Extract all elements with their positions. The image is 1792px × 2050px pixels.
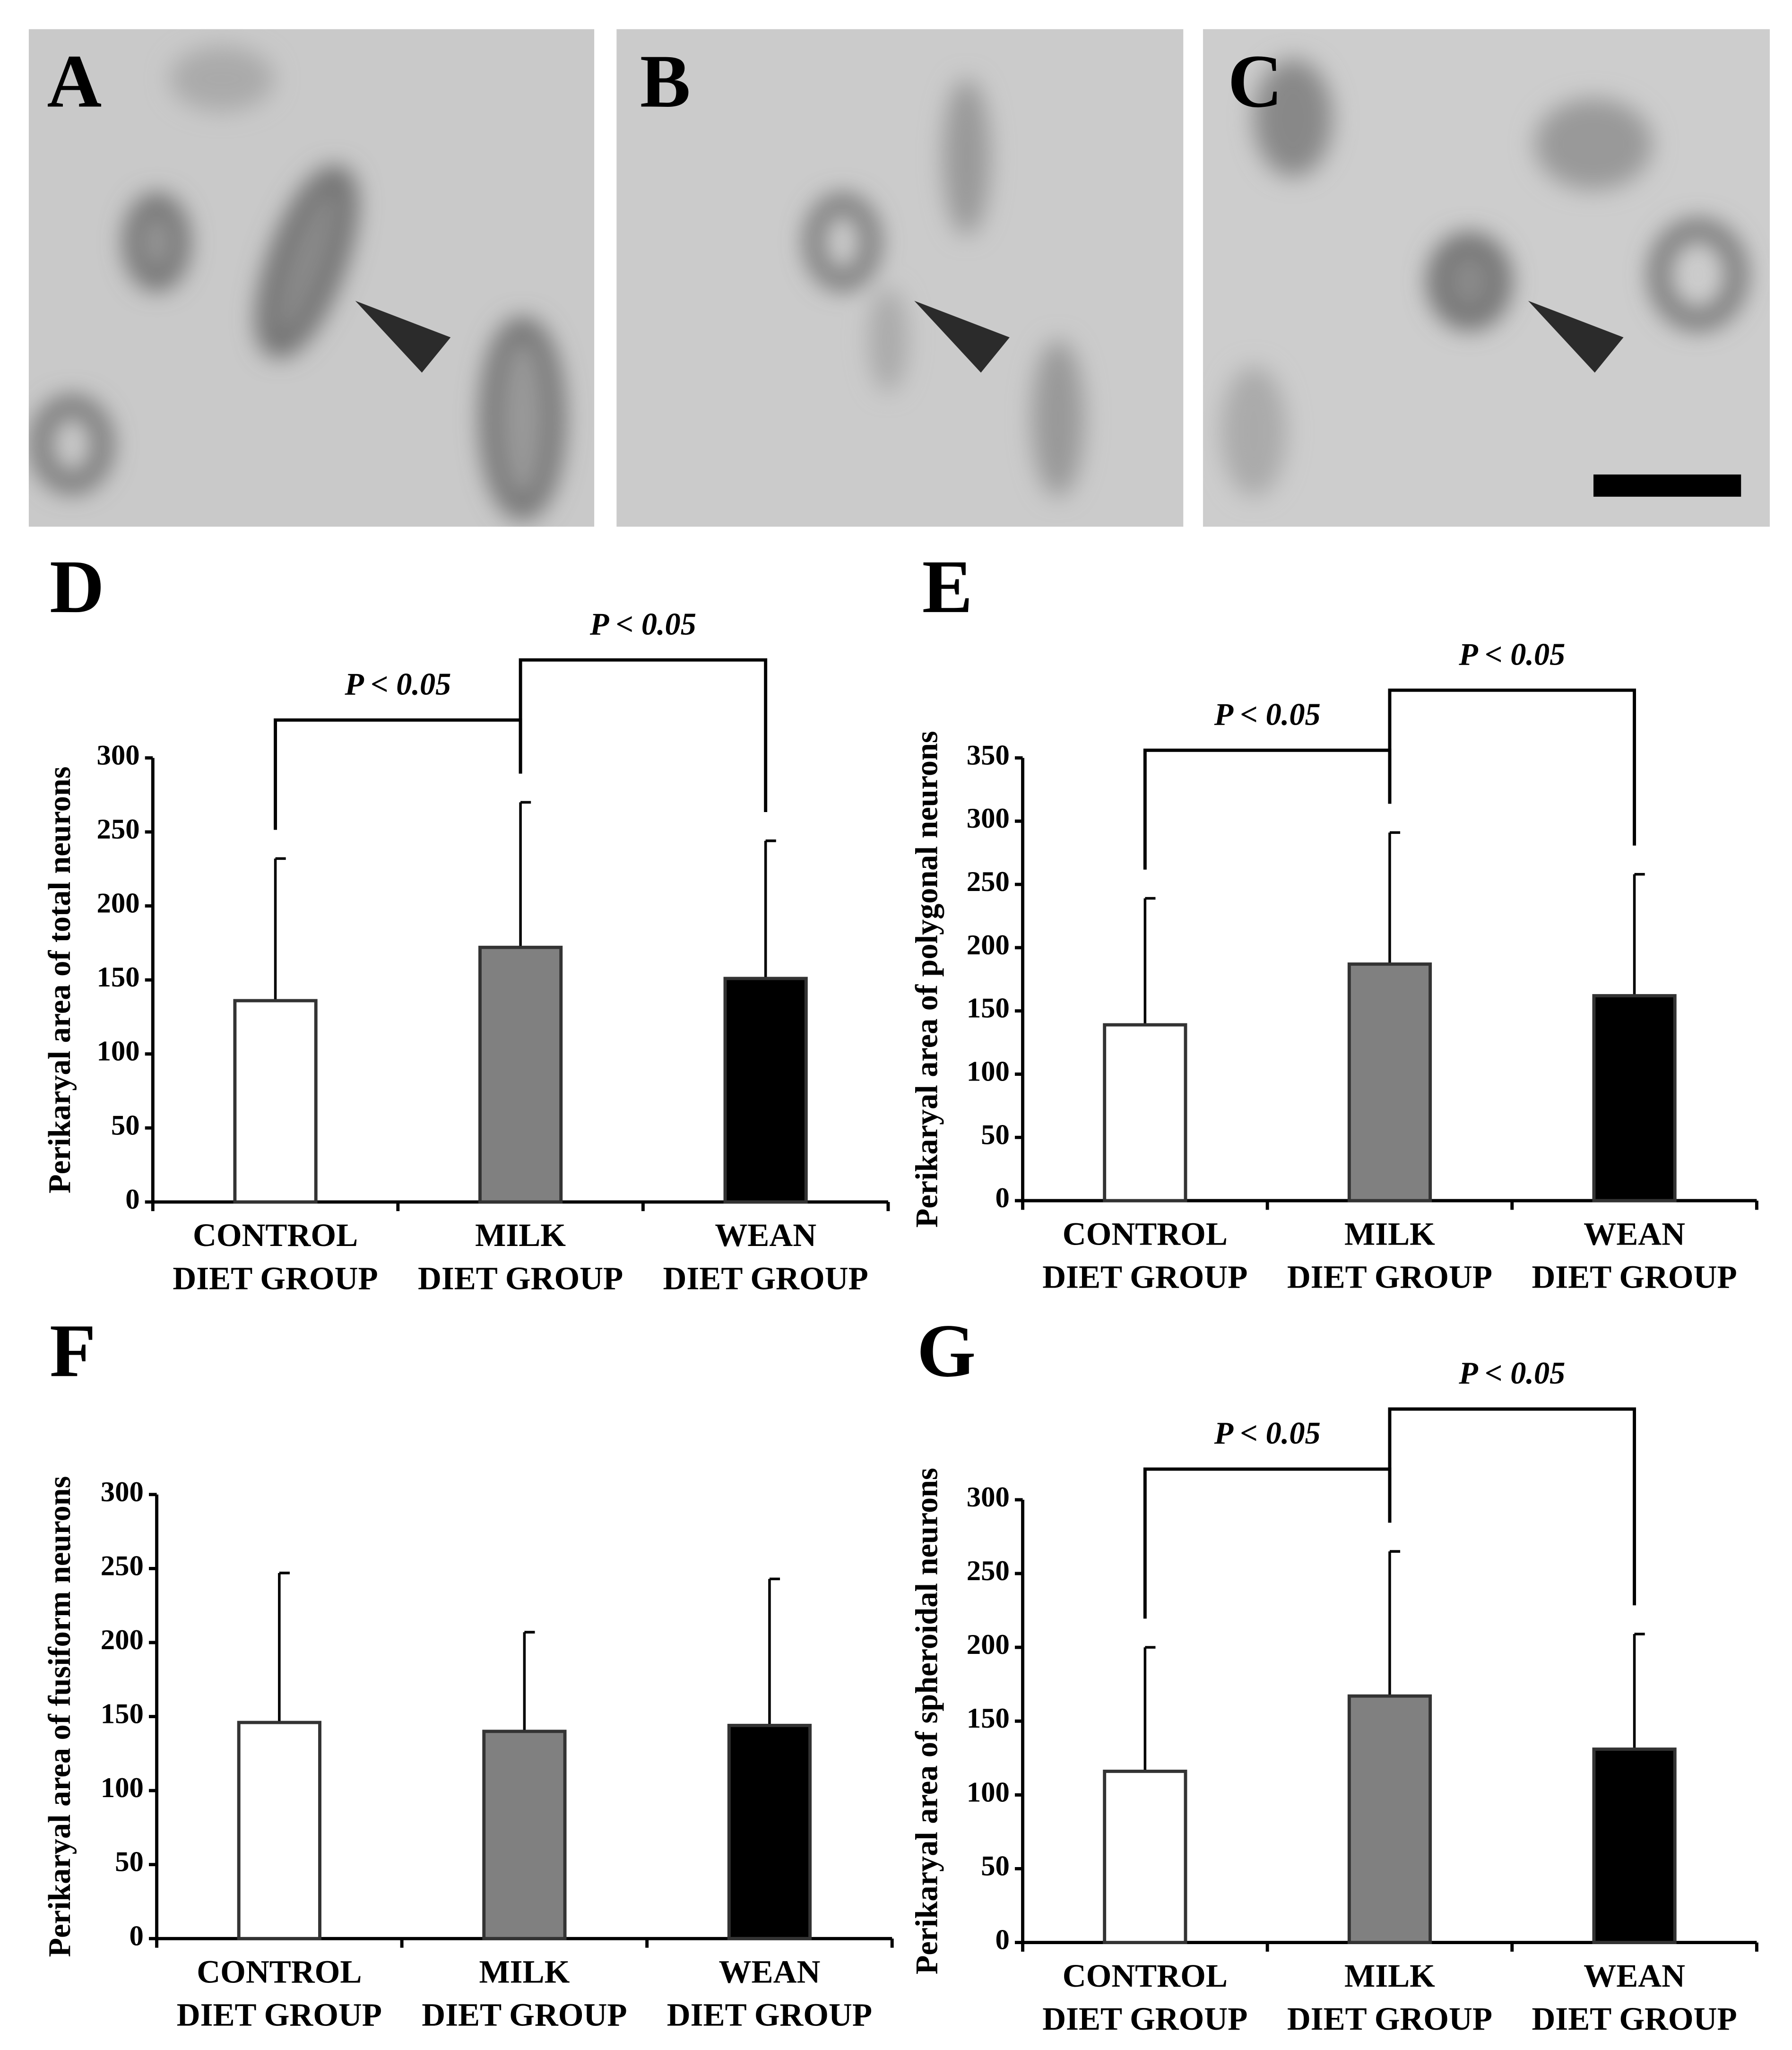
y-axis-label: Perikaryal area of spheroidal neurons — [910, 1468, 944, 1974]
y-tick-label: 300 — [967, 803, 1010, 834]
x-tick-label: MILK — [1344, 1957, 1435, 1994]
panel-label: A — [47, 39, 102, 123]
y-tick-label: 150 — [101, 1698, 144, 1730]
x-tick-label: DIET GROUP — [1532, 2000, 1737, 2037]
significance-bracket — [274, 718, 522, 830]
bar — [1347, 1694, 1432, 1945]
y-tick-label: 300 — [967, 1481, 1010, 1513]
panel-label: E — [922, 545, 973, 629]
y-tick-label: 200 — [96, 888, 139, 919]
x-tick-label: DIET GROUP — [667, 1997, 872, 2033]
y-tick-label: 150 — [967, 1703, 1010, 1734]
significance-label: P < 0.05 — [1214, 1416, 1321, 1451]
significance-bracket — [1388, 1407, 1636, 1606]
x-tick-label: DIET GROUP — [663, 1260, 868, 1296]
panel-label: G — [917, 1308, 976, 1393]
significance-bracket — [1388, 688, 1636, 846]
y-tick-label: 300 — [101, 1476, 144, 1508]
y-tick-label: 200 — [967, 929, 1010, 961]
y-tick-label: 100 — [967, 1055, 1010, 1087]
significance-label: P < 0.05 — [344, 667, 451, 701]
y-tick-label: 0 — [130, 1920, 144, 1952]
panel-label: C — [1228, 39, 1282, 123]
y-tick-label: 100 — [967, 1776, 1010, 1808]
y-tick-label: 50 — [981, 1119, 1010, 1150]
y-tick-label: 250 — [101, 1550, 144, 1582]
y-tick-label: 50 — [115, 1846, 144, 1878]
bar — [482, 1730, 567, 1940]
y-tick-label: 350 — [967, 739, 1010, 771]
y-tick-label: 250 — [96, 813, 139, 845]
x-tick-label: DIET GROUP — [418, 1260, 623, 1296]
bar — [1103, 1023, 1187, 1202]
x-tick-label: WEAN — [1584, 1215, 1685, 1252]
x-tick-label: CONTROL — [1063, 1957, 1228, 1994]
bar — [1103, 1769, 1187, 1945]
y-tick-label: 150 — [96, 961, 139, 993]
panel-label: F — [50, 1308, 96, 1393]
y-axis-label: Perikaryal area of polygonal neurons — [910, 731, 944, 1228]
bar — [1347, 962, 1432, 1202]
bar — [1592, 994, 1677, 1202]
y-tick-label: 300 — [96, 739, 139, 771]
y-tick-label: 0 — [125, 1184, 139, 1215]
significance-bracket — [1143, 748, 1392, 870]
x-tick-label: WEAN — [1584, 1957, 1685, 1994]
y-tick-label: 50 — [111, 1109, 140, 1141]
y-tick-label: 100 — [96, 1036, 139, 1067]
x-tick-label: DIET GROUP — [177, 1997, 382, 2033]
x-tick-label: WEAN — [715, 1217, 816, 1253]
x-tick-label: MILK — [1344, 1215, 1435, 1252]
y-tick-label: 100 — [101, 1772, 144, 1804]
x-tick-label: DIET GROUP — [1287, 1259, 1492, 1295]
bar — [723, 977, 808, 1204]
bar — [237, 1721, 321, 1940]
x-tick-label: DIET GROUP — [173, 1260, 378, 1296]
x-tick-label: CONTROL — [197, 1954, 362, 1990]
y-tick-label: 250 — [967, 1555, 1010, 1587]
micrograph-a — [28, 29, 595, 527]
bar — [727, 1723, 812, 1940]
x-tick-label: CONTROL — [1063, 1215, 1228, 1252]
significance-label: P < 0.05 — [1458, 1356, 1565, 1391]
x-tick-label: DIET GROUP — [1042, 2000, 1247, 2037]
y-tick-label: 150 — [967, 993, 1010, 1024]
x-tick-label: DIET GROUP — [1042, 1259, 1247, 1295]
x-tick-label: DIET GROUP — [422, 1997, 627, 2033]
bar — [233, 999, 318, 1204]
y-tick-label: 200 — [967, 1629, 1010, 1661]
x-tick-label: DIET GROUP — [1532, 1259, 1737, 1295]
bar — [478, 945, 563, 1204]
y-tick-label: 50 — [981, 1850, 1010, 1882]
scale-bar — [1593, 474, 1741, 497]
panel-label: B — [640, 39, 691, 123]
x-tick-label: WEAN — [719, 1954, 820, 1990]
panel-label: D — [50, 545, 104, 629]
significance-label: P < 0.05 — [1214, 697, 1321, 732]
y-tick-label: 200 — [101, 1624, 144, 1656]
significance-bracket — [1143, 1467, 1392, 1619]
y-axis-label: Perikaryal area of fusiform neurons — [43, 1476, 77, 1957]
micrograph-c — [1203, 29, 1770, 527]
micrograph-b — [616, 29, 1184, 527]
y-axis-label: Perikaryal area of total neurons — [43, 766, 77, 1194]
y-tick-label: 250 — [967, 866, 1010, 898]
bar — [1592, 1747, 1677, 1945]
significance-label: P < 0.05 — [589, 607, 696, 641]
x-tick-label: MILK — [479, 1954, 570, 1990]
y-tick-label: 0 — [996, 1182, 1010, 1214]
x-tick-label: DIET GROUP — [1287, 2000, 1492, 2037]
x-tick-label: MILK — [475, 1217, 566, 1253]
significance-label: P < 0.05 — [1458, 637, 1565, 672]
y-tick-label: 0 — [996, 1924, 1010, 1956]
x-tick-label: CONTROL — [193, 1217, 358, 1253]
significance-bracket — [519, 658, 768, 813]
